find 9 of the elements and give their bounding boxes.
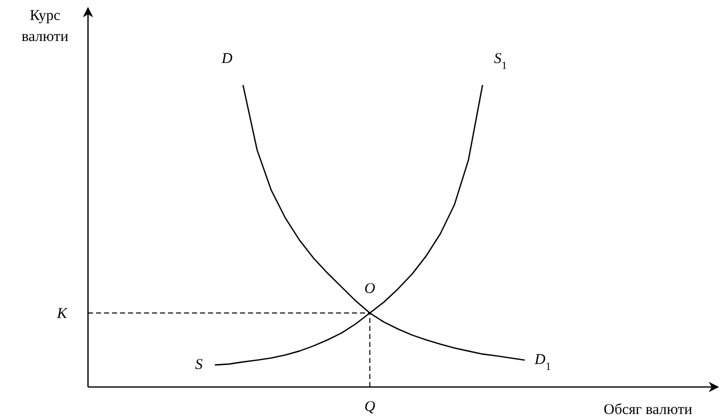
text: S$_{1}$: [494, 51, 508, 72]
y-axis-title: Курс валюти: [22, 8, 68, 45]
x-axis-title: Обсяг валюти: [604, 402, 692, 418]
ref-line-label: K: [56, 306, 68, 322]
text: D: [220, 51, 233, 67]
annotation: S: [195, 356, 204, 373]
text: Q: [364, 399, 376, 415]
annotation: O: [364, 281, 376, 298]
annotation: D$_{1}$: [534, 352, 551, 374]
